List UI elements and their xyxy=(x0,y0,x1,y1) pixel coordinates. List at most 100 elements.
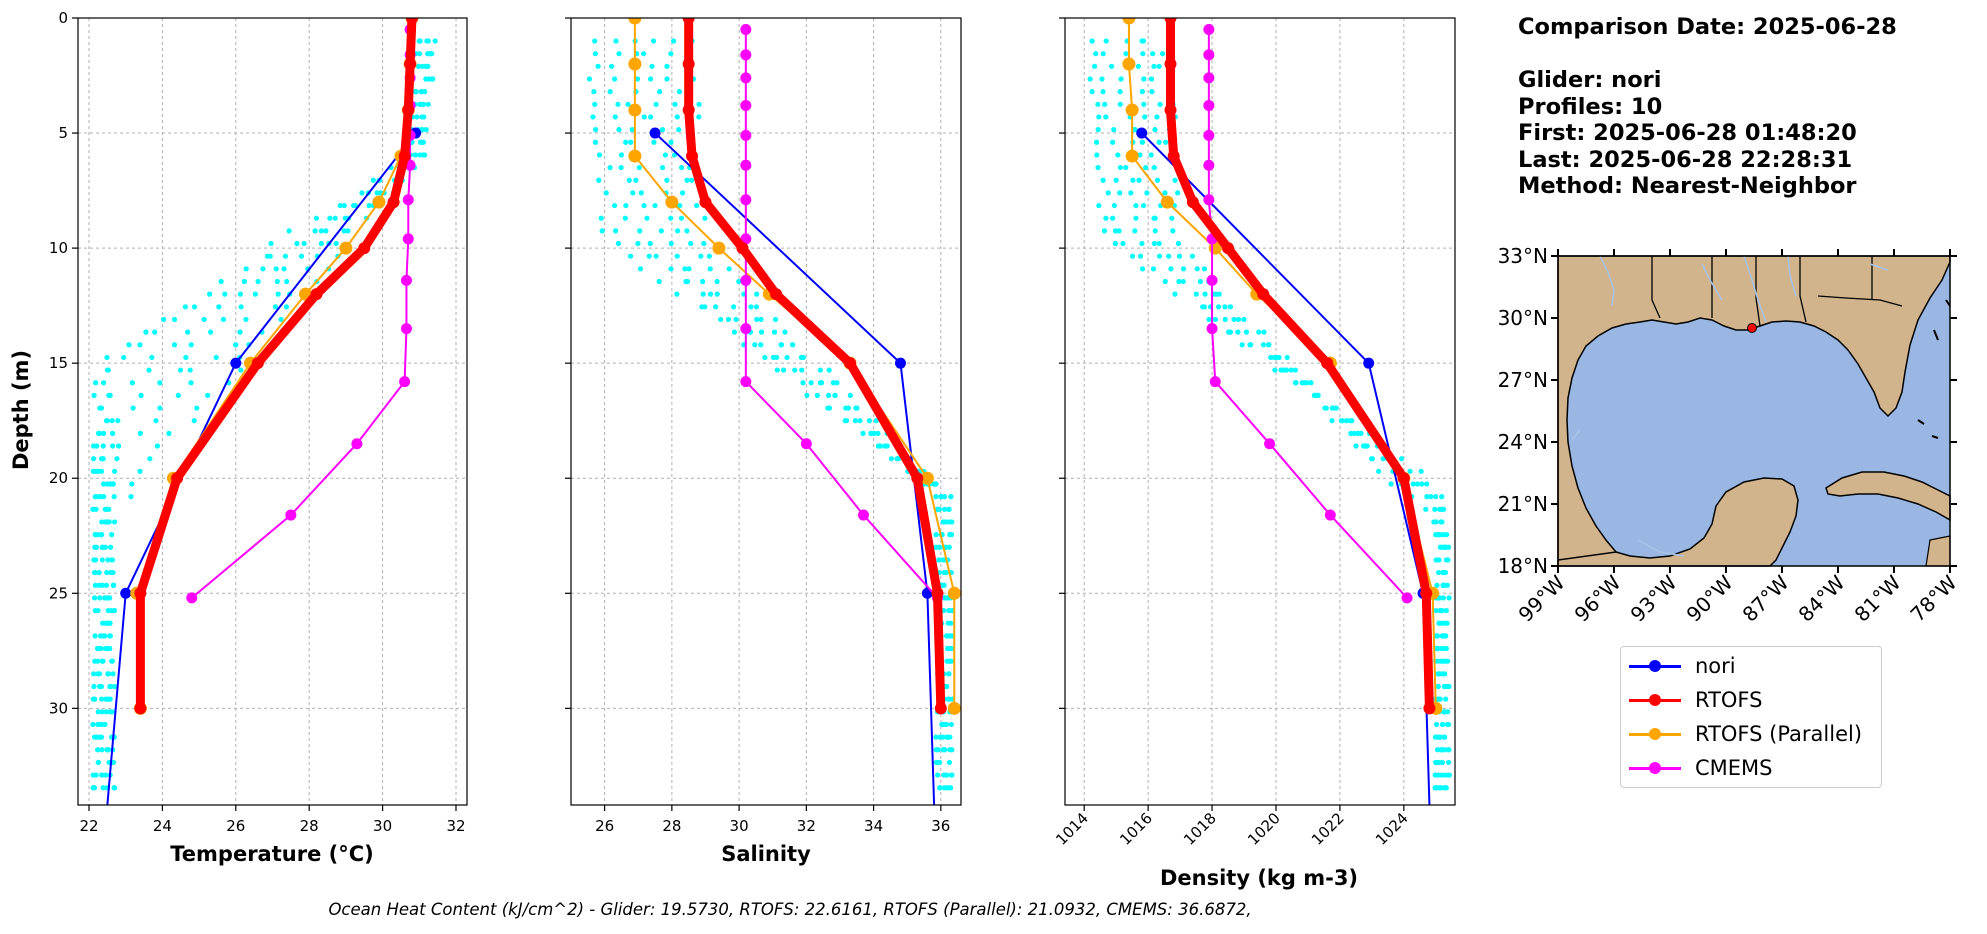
glider-point xyxy=(731,329,738,335)
glider-point xyxy=(637,266,644,272)
glider-point xyxy=(92,532,98,538)
glider-point xyxy=(1159,51,1166,57)
glider-point xyxy=(99,557,105,563)
glider-point xyxy=(91,785,98,791)
glider-point xyxy=(826,392,832,398)
glider-point xyxy=(104,354,110,361)
data-point xyxy=(740,233,752,245)
glider-point xyxy=(121,354,127,361)
series-line xyxy=(1207,29,1408,599)
glider-point xyxy=(771,329,778,335)
x-tick-label: 1016 xyxy=(1116,809,1156,849)
glider-point xyxy=(415,63,422,69)
glider-point xyxy=(948,645,955,652)
data-point xyxy=(400,274,412,286)
glider-point xyxy=(429,76,435,82)
glider-point xyxy=(111,519,118,525)
glider-point xyxy=(370,177,376,183)
glider-point xyxy=(90,696,96,702)
glider-point xyxy=(1095,127,1101,133)
data-point xyxy=(134,702,147,715)
glider-point xyxy=(1235,329,1241,335)
glider-point xyxy=(943,721,950,728)
data-point xyxy=(358,242,371,255)
glider-point xyxy=(1111,202,1117,209)
glider-point xyxy=(1288,367,1294,373)
glider-point xyxy=(595,63,601,69)
glider-point xyxy=(1445,658,1451,664)
data-point xyxy=(399,376,411,388)
glider-point xyxy=(678,215,685,221)
x-tick-label: 1024 xyxy=(1372,809,1412,849)
glider-point xyxy=(592,101,598,107)
glider-point xyxy=(111,683,118,690)
glider-point xyxy=(183,354,189,361)
glider-point xyxy=(191,304,198,310)
glider-point xyxy=(616,127,622,133)
x-tick-label: 34 xyxy=(864,817,883,835)
glider-point xyxy=(93,380,99,386)
glider-point xyxy=(143,329,149,335)
glider-point xyxy=(1212,316,1219,323)
glider-point xyxy=(171,316,178,323)
glider-point xyxy=(1432,494,1439,500)
glider-point xyxy=(341,228,347,234)
glider-point xyxy=(644,215,650,221)
glider-point xyxy=(947,747,953,753)
data-point xyxy=(1209,376,1221,388)
glider-point xyxy=(182,304,188,310)
map-lat-label: 21°N xyxy=(1498,492,1548,516)
data-point xyxy=(1423,702,1436,715)
glider-point xyxy=(1256,329,1262,335)
glider-point xyxy=(798,354,804,361)
glider-point xyxy=(736,278,742,285)
data-point xyxy=(1321,357,1334,370)
glider-point xyxy=(1443,645,1449,652)
x-tick-label: 36 xyxy=(931,817,950,835)
glider-point xyxy=(99,582,105,588)
glider-point xyxy=(1435,671,1441,677)
glider-point xyxy=(676,127,682,133)
glider-point xyxy=(104,569,110,576)
glider-point xyxy=(873,418,879,424)
glider-point xyxy=(662,152,669,158)
glider-point xyxy=(1156,240,1162,247)
glider-point xyxy=(629,127,635,133)
glider-point xyxy=(1418,468,1424,474)
glider-point xyxy=(670,38,677,44)
data-point xyxy=(740,194,752,206)
glider-point xyxy=(612,76,618,82)
map-islands xyxy=(1917,299,1951,439)
glider-point xyxy=(332,215,338,221)
glider-point xyxy=(1137,152,1143,158)
data-point xyxy=(351,438,363,450)
series-line xyxy=(135,18,413,709)
glider-point xyxy=(814,392,820,398)
glider-point xyxy=(628,139,634,145)
data-point xyxy=(934,702,947,715)
glider-point xyxy=(268,240,274,247)
glider-point xyxy=(99,544,106,550)
glider-point xyxy=(1168,266,1174,272)
glider-point xyxy=(327,215,333,221)
data-point xyxy=(740,159,752,171)
glider-point xyxy=(1166,253,1172,259)
glider-point xyxy=(1172,177,1178,183)
glider-point xyxy=(701,240,707,247)
glider-point xyxy=(780,367,787,373)
glider-point xyxy=(233,342,239,348)
glider-point xyxy=(107,392,113,398)
glider-point xyxy=(137,430,143,436)
glider-point xyxy=(596,152,603,158)
glider-point xyxy=(649,63,655,69)
glider-location-marker xyxy=(1747,323,1757,333)
data-point xyxy=(740,274,752,286)
glider-point xyxy=(1446,747,1452,753)
glider-point xyxy=(185,329,191,335)
glider-point xyxy=(626,177,632,183)
glider-point xyxy=(630,190,636,196)
glider-point xyxy=(1132,228,1138,234)
x-axis-label-density: Density (kg m-3) xyxy=(1160,866,1358,890)
glider-point xyxy=(808,380,814,386)
